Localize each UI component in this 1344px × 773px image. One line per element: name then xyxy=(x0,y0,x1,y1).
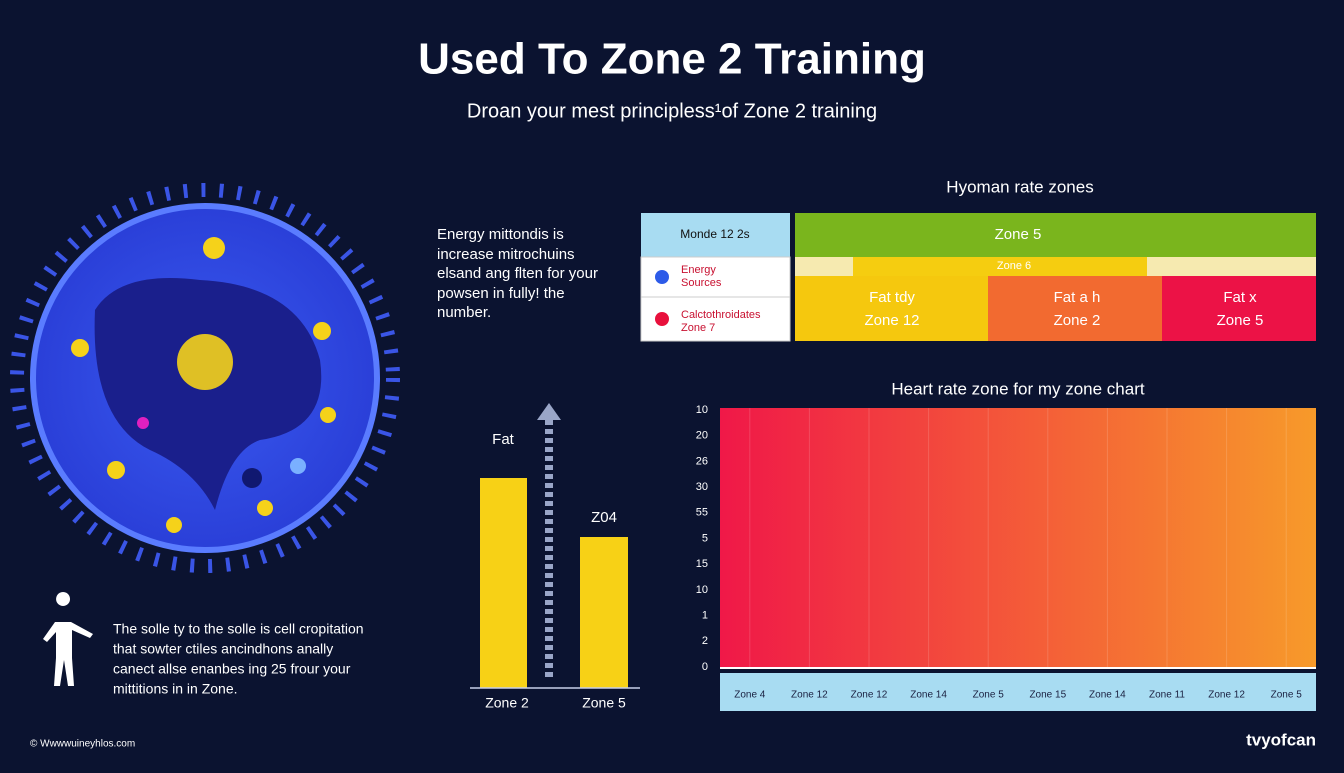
x-label: Zone 14 xyxy=(910,690,947,701)
legend-label: Energy xyxy=(681,264,716,276)
bar-panel: Fat Z04 Zone 2 Zone 5 xyxy=(470,403,640,711)
bar-label: Fat xyxy=(492,431,515,448)
cell-illustration xyxy=(10,183,400,573)
note-line: The solle ty to the solle is cell cropit… xyxy=(113,621,364,637)
table-title: Hyoman rate zones xyxy=(946,177,1093,196)
y-label: 0 xyxy=(702,661,708,673)
x-label: Zone 12 xyxy=(791,690,828,701)
top-band-label: Zone 5 xyxy=(995,226,1042,243)
y-label: 55 xyxy=(696,507,708,519)
sub-band-center xyxy=(853,257,1147,276)
x-label: Zone 5 xyxy=(1271,690,1303,701)
category-label: Zone 5 xyxy=(582,695,626,711)
bar-label: Z04 xyxy=(591,509,617,526)
zone-cell xyxy=(1162,276,1316,341)
y-label: 20 xyxy=(696,430,708,442)
y-label: 26 xyxy=(696,455,708,467)
intro-line: Energy mittondis is xyxy=(437,226,564,243)
intro-line: elsand ang flten for your xyxy=(437,265,598,282)
zone-cell-label: Fat x xyxy=(1223,289,1257,306)
legend-label: Zone 7 xyxy=(681,322,715,334)
sub-band-label: Zone 6 xyxy=(997,260,1031,272)
intro-line: number. xyxy=(437,304,491,321)
x-label: Zone 15 xyxy=(1029,690,1066,701)
x-label: Zone 11 xyxy=(1149,690,1185,701)
zone-cell xyxy=(795,276,988,341)
zone-cell-label: Zone 12 xyxy=(864,312,919,329)
intro-text: Energy mittondis is increase mitrochuins… xyxy=(437,226,598,321)
zone-cell-label: Zone 5 xyxy=(1217,312,1264,329)
zones-table: Hyoman rate zones Monde 12 2s Energy Sou… xyxy=(640,177,1316,342)
subtitle: Droan your mest principless¹of Zone 2 tr… xyxy=(467,100,877,122)
note-line: mittitions in in Zone. xyxy=(113,681,238,697)
bar xyxy=(480,478,527,688)
brand: tvyofcan xyxy=(1246,730,1316,749)
y-label: 10 xyxy=(696,584,708,596)
legend-dot xyxy=(655,270,669,284)
chart-title: Heart rate zone for my zone chart xyxy=(891,379,1145,398)
y-label: 5 xyxy=(702,532,708,544)
x-label: Zone 12 xyxy=(851,690,888,701)
zone-cell-label: Zone 2 xyxy=(1054,312,1101,329)
intro-line: powsen in fully! the xyxy=(437,285,565,302)
note-line: canect allse enanbes ing 25 frour your xyxy=(113,661,351,677)
zone-cell-label: Fat tdy xyxy=(869,289,915,306)
y-label: 15 xyxy=(696,558,708,570)
x-label: Zone 4 xyxy=(734,690,766,701)
y-label: 1 xyxy=(702,610,708,622)
arrow-head xyxy=(537,403,561,420)
note-line: that sowter ctiles ancindhons anally xyxy=(113,641,333,657)
bar xyxy=(580,537,628,688)
legend-header-cell xyxy=(641,213,790,257)
zone-cell xyxy=(988,276,1162,341)
legend-label: Sources xyxy=(681,277,722,289)
y-label: 30 xyxy=(696,481,708,493)
x-label: Zone 5 xyxy=(973,690,1005,701)
y-label: 2 xyxy=(702,635,708,647)
heart-chart: Heart rate zone for my zone chart 102026… xyxy=(696,379,1316,711)
x-label-strip xyxy=(720,673,1316,711)
zone-cell-label: Fat a h xyxy=(1054,289,1101,306)
x-label: Zone 12 xyxy=(1208,690,1245,701)
legend-label: Calctothroidates xyxy=(681,309,761,321)
person-icon xyxy=(43,592,93,686)
intro-line: increase mitrochuins xyxy=(437,246,575,263)
category-label: Zone 2 xyxy=(485,695,529,711)
top-band xyxy=(795,213,1316,257)
plot-area xyxy=(720,408,1316,668)
x-label: Zone 14 xyxy=(1089,690,1126,701)
legend-dot xyxy=(655,312,669,326)
y-label: 10 xyxy=(696,404,708,416)
note: The solle ty to the solle is cell cropit… xyxy=(43,592,364,697)
credit: © Wwwwuineyhlos.com xyxy=(30,739,135,750)
legend-header: Monde 12 2s xyxy=(680,227,749,241)
title: Used To Zone 2 Training xyxy=(418,35,926,84)
